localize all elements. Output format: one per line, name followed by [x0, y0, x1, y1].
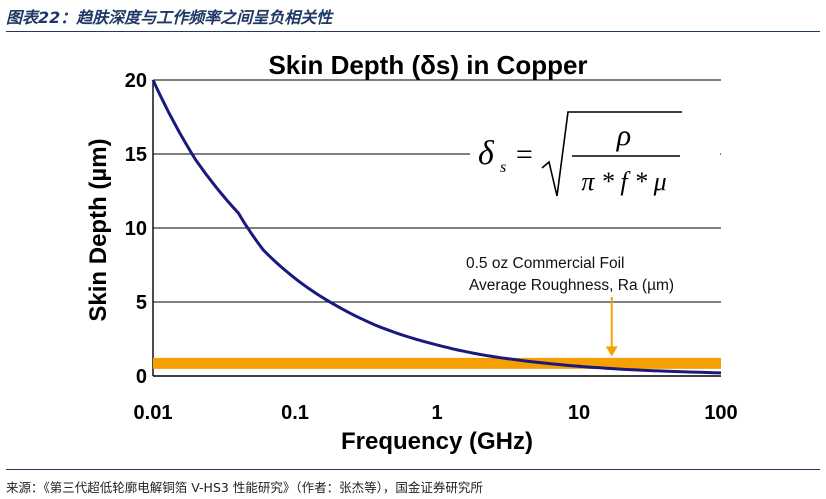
series-group [151, 79, 722, 375]
x-tick-labels: 0.01 0.1 1 10 100 [134, 402, 738, 424]
y-tick-labels: 0 5 10 15 20 [125, 70, 147, 388]
annotation-arrow [605, 297, 618, 357]
x-tick-label-0.1: 0.1 [281, 402, 309, 424]
y-tick-label-15: 15 [125, 144, 147, 166]
chart-title: Skin Depth (δs) in Copper [268, 50, 587, 80]
x-tick-label-100: 100 [704, 402, 737, 424]
x-tick-label-10: 10 [568, 402, 590, 424]
y-tick-label-10: 10 [125, 218, 147, 240]
annotation-line-1: 0.5 oz Commercial Foil [466, 255, 625, 272]
x-tick-label-0.01: 0.01 [134, 402, 173, 424]
skin-depth-formula: δ s = ρ π * f * μ [470, 108, 720, 204]
y-axis-title: Skin Depth (µm) [85, 138, 112, 321]
annotation-line-2: Average Roughness, Ra (µm) [469, 277, 674, 294]
x-axis-title: Frequency (GHz) [341, 428, 533, 455]
y-tick-label-20: 20 [125, 70, 147, 92]
formula-radical [541, 111, 682, 197]
caption-divider [6, 31, 820, 32]
formula-subscript: s [500, 159, 506, 176]
figure-caption: 图表22：趋肤深度与工作频率之间呈负相关性 [6, 8, 333, 27]
formula-delta: δ [478, 135, 495, 172]
source-divider [6, 469, 820, 470]
annotation-arrow-head [605, 346, 618, 357]
source-note: 来源：《第三代超低轮廓电解铜箔 V-HS3 性能研究》（作者：张杰等），国金证券… [6, 480, 483, 495]
formula-denominator: π * f * μ [581, 167, 666, 196]
formula-numerator: ρ [616, 119, 631, 152]
x-tick-label-1: 1 [431, 402, 442, 424]
y-tick-label-5: 5 [136, 292, 147, 314]
y-tick-label-0: 0 [136, 366, 147, 388]
formula-equals: = [514, 138, 534, 171]
skin-depth-curve [151, 79, 722, 375]
